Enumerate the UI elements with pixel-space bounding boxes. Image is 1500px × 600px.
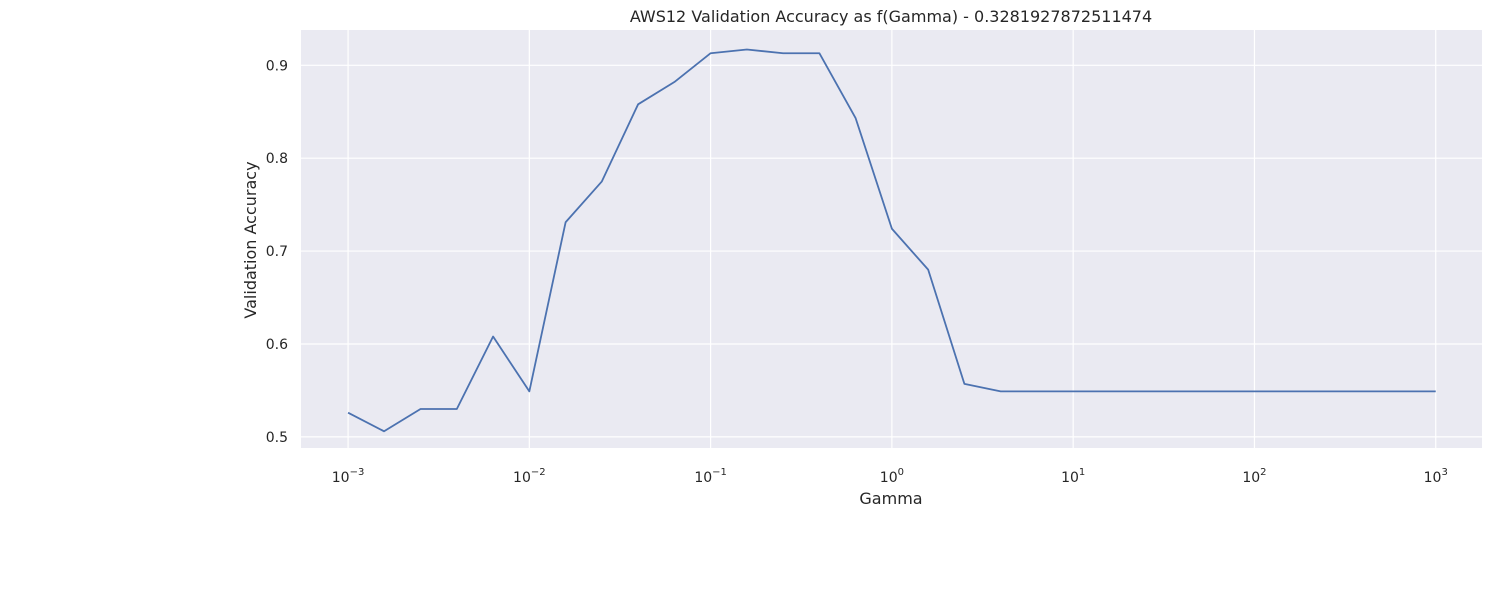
x-tick-base: 10 [880, 470, 898, 486]
x-tick-exponent: −3 [350, 467, 365, 478]
x-tick-base: 10 [1242, 470, 1260, 486]
x-axis-label: Gamma [859, 489, 922, 508]
y-axis-label: Validation Accuracy [241, 161, 260, 318]
y-tick-labels: 0.5 0.6 0.7 0.8 0.9 [266, 58, 288, 446]
x-tick-label: 10−2 [513, 467, 546, 486]
x-tick-exponent: 3 [1441, 467, 1447, 478]
x-tick-exponent: 1 [1079, 467, 1085, 478]
y-tick-label: 0.6 [266, 337, 288, 353]
y-tick-label: 0.5 [266, 430, 288, 446]
x-tick-label: 103 [1424, 467, 1448, 486]
x-tick-base: 10 [1424, 470, 1442, 486]
y-tick-label: 0.9 [266, 58, 288, 74]
x-tick-exponent: 2 [1260, 467, 1266, 478]
x-tick-base: 10 [332, 470, 350, 486]
chart-title: AWS12 Validation Accuracy as f(Gamma) - … [630, 7, 1152, 26]
x-tick-label: 101 [1061, 467, 1085, 486]
x-tick-exponent: −2 [531, 467, 546, 478]
x-tick-exponent: 0 [898, 467, 904, 478]
x-tick-label: 10−1 [694, 467, 727, 486]
series-line [347, 48, 1436, 433]
x-tick-base: 10 [694, 470, 712, 486]
x-tick-exponent: −1 [712, 467, 727, 478]
x-tick-label: 100 [880, 467, 904, 486]
x-tick-base: 10 [1061, 470, 1079, 486]
x-tick-label: 102 [1242, 467, 1266, 486]
x-tick-labels: 10−3 10−2 10−1 100 101 102 103 [332, 467, 1448, 486]
y-tick-label: 0.7 [266, 244, 288, 260]
y-tick-label: 0.8 [266, 151, 288, 167]
x-tick-label: 10−3 [332, 467, 365, 486]
x-tick-base: 10 [513, 470, 531, 486]
